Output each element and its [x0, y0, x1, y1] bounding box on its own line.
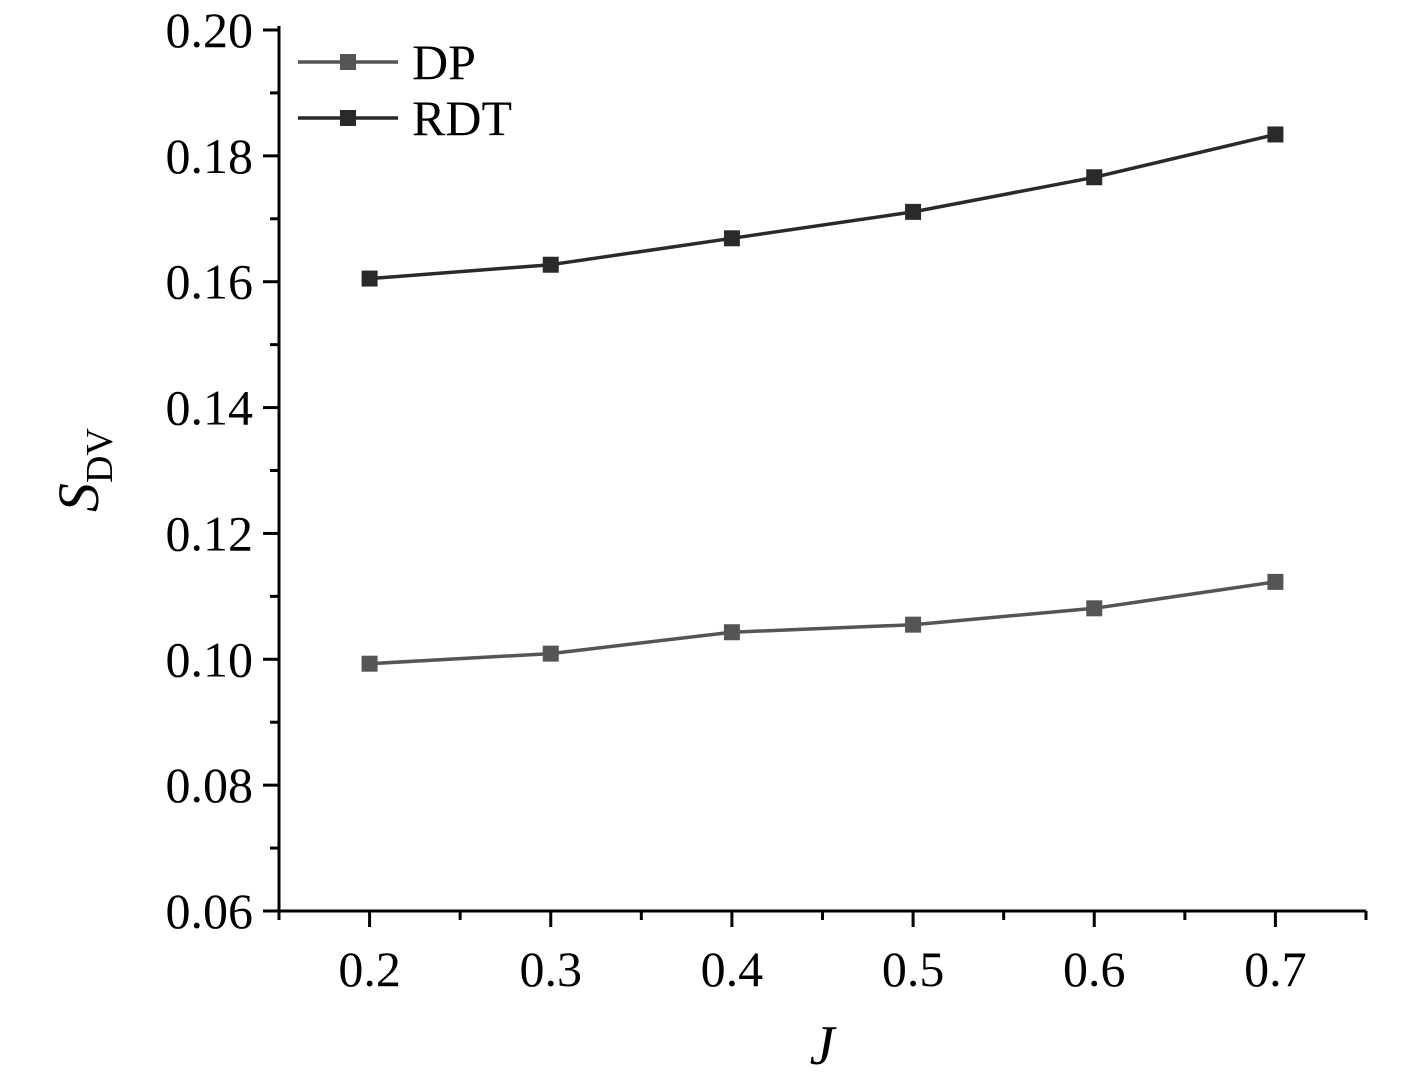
axes: 0.06 0.08 0.10 0.12 0.14 0.16 0.18 0.20 0.2 0.3 0.…	[166, 2, 1368, 997]
series-line-dp	[369, 580, 1276, 666]
y-tick-label: 0.20	[166, 2, 254, 58]
x-tick-label: 0.3	[520, 941, 583, 997]
y-tick-label: 0.10	[166, 631, 254, 687]
data-point-dp	[1086, 600, 1103, 617]
legend-label-dp: DP	[412, 34, 476, 90]
y-axis-title-subscript: DV	[79, 428, 121, 483]
y-tick-label: 0.08	[166, 757, 254, 813]
data-point-rdt	[361, 270, 378, 287]
x-axis-title: J	[810, 1015, 838, 1077]
data-point-rdt	[723, 230, 740, 247]
data-point-dp	[542, 645, 559, 662]
series-line-rdt	[369, 132, 1276, 281]
y-tick-label: 0.12	[166, 505, 254, 561]
y-tick-label: 0.14	[166, 380, 254, 436]
legend-label-rdt: RDT	[412, 90, 512, 146]
legend-marker-dp	[340, 54, 356, 70]
y-tick-label: 0.16	[166, 254, 254, 310]
series-layer	[361, 126, 1284, 672]
data-point-rdt	[542, 256, 559, 273]
x-tick-label: 0.4	[701, 941, 764, 997]
data-point-dp	[1267, 573, 1284, 590]
data-point-rdt	[905, 203, 922, 220]
y-tick-label: 0.06	[166, 883, 254, 939]
x-tick-label: 0.6	[1063, 941, 1126, 997]
legend-marker-rdt	[340, 110, 356, 126]
x-tick-label: 0.5	[882, 941, 945, 997]
data-point-dp	[723, 624, 740, 641]
data-point-rdt	[1086, 169, 1103, 186]
data-point-rdt	[1267, 126, 1284, 143]
y-tick-label: 0.18	[166, 128, 254, 184]
y-axis-title-main: S	[46, 483, 111, 512]
x-tick-label: 0.7	[1244, 941, 1307, 997]
y-axis-title: SDV	[46, 428, 121, 512]
data-point-dp	[905, 616, 922, 633]
x-tick-label: 0.2	[338, 941, 401, 997]
data-point-dp	[361, 655, 378, 672]
